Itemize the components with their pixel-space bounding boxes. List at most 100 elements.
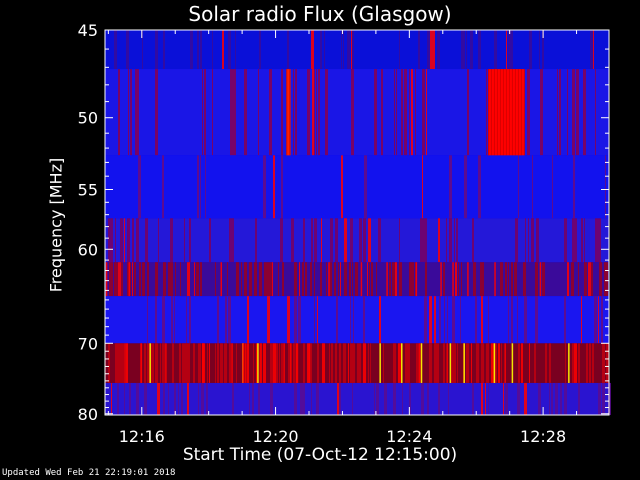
streak [454,218,455,263]
streak [228,30,231,70]
streak [555,382,558,415]
streak [557,69,558,156]
streak [524,382,527,415]
streak [401,69,403,156]
streak [163,30,165,70]
streak [217,343,219,383]
streak [574,343,577,383]
streak [291,218,294,263]
streak [595,218,598,263]
streak [252,382,253,415]
streak [108,218,111,263]
streak [506,30,507,70]
streak [325,69,328,156]
streak [330,218,333,263]
streak [324,30,325,70]
streak [461,30,463,70]
streak [338,262,339,297]
streak [355,262,358,297]
streak [130,69,132,156]
streak [374,69,377,156]
streak [470,30,473,70]
streak [152,343,154,383]
streak [517,382,520,415]
streak [425,262,427,297]
streak [485,382,486,415]
streak [433,30,435,70]
streak [311,382,312,415]
streak [326,262,327,297]
streak [294,262,297,297]
streak [322,343,325,383]
burst-streak [308,343,311,383]
streak [281,343,283,383]
streak [416,343,418,383]
streak [456,218,458,263]
streak [198,343,201,383]
burst-streak [242,343,245,383]
streak [427,30,430,70]
streak [236,262,239,297]
streak [123,343,124,383]
streak [350,296,351,344]
hot-spot-texture [502,69,504,156]
streak [293,69,294,156]
streak [232,382,234,415]
streak [482,262,484,297]
streak [339,382,341,415]
streak [340,262,341,297]
streak [186,296,187,344]
chart-title: Solar radio Flux (Glasgow) [188,2,452,26]
streak [531,218,534,263]
streak [193,343,194,383]
streak [198,382,199,415]
streak [444,296,445,344]
streak [540,69,543,156]
streak [508,30,510,70]
streak [187,382,189,415]
streak [155,262,157,297]
streak [601,296,603,344]
burst-streak [386,262,388,297]
streak [598,382,601,415]
streak [127,218,130,263]
streak [200,30,202,70]
streak [299,262,300,297]
streak [447,296,448,344]
streak [564,382,567,415]
streak [341,30,342,70]
hot-spot-texture [499,69,501,156]
streak [363,343,366,383]
streak [424,218,427,263]
streak [273,343,276,383]
burst-streak [401,343,403,383]
streak [534,343,535,383]
streak [335,218,338,263]
streak [280,218,283,263]
streak [215,262,216,297]
streak [343,343,346,383]
streak [181,382,183,415]
streak [529,30,532,70]
streak [383,343,384,383]
streak [329,262,332,297]
streak [514,262,517,297]
streak [118,262,121,297]
streak [111,382,112,415]
streak [184,218,185,263]
streak [235,30,236,70]
streak [578,343,580,383]
streak [364,155,367,219]
streak [129,382,131,415]
streak [392,262,395,297]
streak [422,155,423,219]
streak [439,296,441,344]
streak [204,69,206,156]
streak [560,382,562,415]
streak [127,262,129,297]
streak [478,30,481,70]
streak [287,30,289,70]
streak [527,69,530,156]
streak [405,343,408,383]
hot-spot-texture [493,69,495,156]
